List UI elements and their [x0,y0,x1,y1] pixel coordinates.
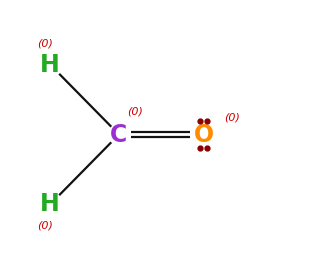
Text: O: O [193,122,213,147]
Text: C: C [110,122,128,147]
Text: (0): (0) [224,112,239,122]
Text: (0): (0) [38,221,53,231]
Text: (0): (0) [127,107,142,117]
Text: (0): (0) [38,38,53,48]
Text: H: H [40,192,60,217]
Text: H: H [40,52,60,77]
